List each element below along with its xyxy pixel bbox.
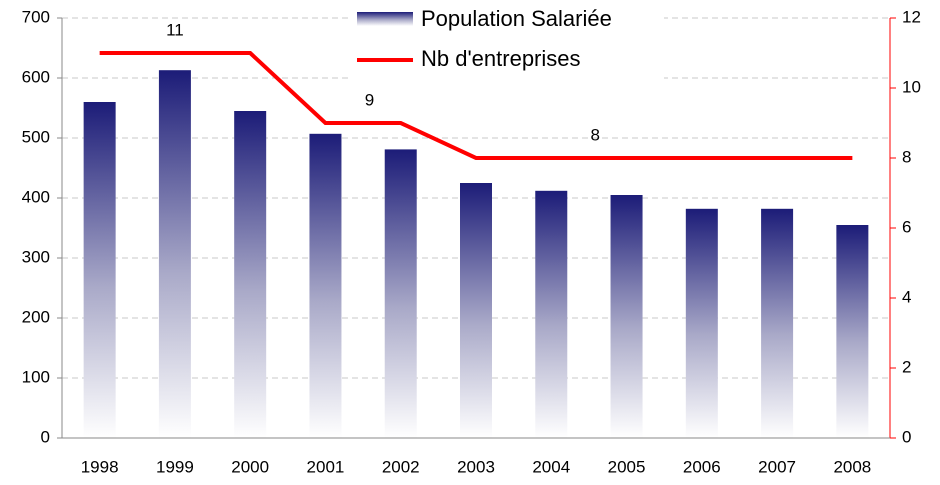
data-label: 9	[365, 90, 374, 109]
x-tick-label: 2007	[758, 457, 796, 476]
x-tick-label: 2001	[307, 457, 345, 476]
y-tick-label: 400	[22, 187, 50, 206]
bar	[535, 190, 568, 438]
legend-label: Population Salariée	[421, 6, 612, 31]
x-tick-label: 2004	[532, 457, 570, 476]
line	[99, 51, 853, 160]
y-tick-label: 0	[41, 427, 50, 446]
x-tick-label: 1998	[81, 457, 119, 476]
bar	[309, 133, 342, 439]
bar	[610, 195, 643, 438]
y2-tick-label: 6	[902, 217, 911, 236]
bar	[685, 208, 718, 438]
bar	[761, 208, 794, 438]
x-tick-label: 2000	[231, 457, 269, 476]
bar	[234, 111, 267, 438]
data-label: 11	[166, 20, 184, 39]
legend-label: Nb d'entreprises	[421, 46, 581, 71]
y2-tick-label: 2	[902, 357, 911, 376]
bar	[158, 70, 191, 438]
y2-tick-label: 10	[902, 77, 921, 96]
bar	[384, 149, 417, 438]
y2-tick-label: 8	[902, 147, 911, 166]
y-tick-label: 700	[22, 7, 50, 26]
y-tick-label: 600	[22, 67, 50, 86]
data-label: 8	[591, 125, 600, 144]
x-tick-label: 2003	[457, 457, 495, 476]
bar	[836, 225, 869, 438]
y2-tick-label: 0	[902, 427, 911, 446]
x-tick-label: 2002	[382, 457, 420, 476]
legend-swatch	[357, 12, 413, 26]
y-tick-label: 200	[22, 307, 50, 326]
x-tick-label: 2006	[683, 457, 721, 476]
y-tick-label: 100	[22, 367, 50, 386]
x-tick-label: 2008	[833, 457, 871, 476]
y-tick-label: 300	[22, 247, 50, 266]
bar	[460, 183, 492, 438]
x-tick-label: 2005	[608, 457, 646, 476]
x-tick-label: 1999	[156, 457, 194, 476]
y2-tick-label: 4	[902, 287, 911, 306]
bar	[83, 102, 116, 438]
y2-tick-label: 12	[902, 7, 921, 26]
y-tick-label: 500	[22, 127, 50, 146]
